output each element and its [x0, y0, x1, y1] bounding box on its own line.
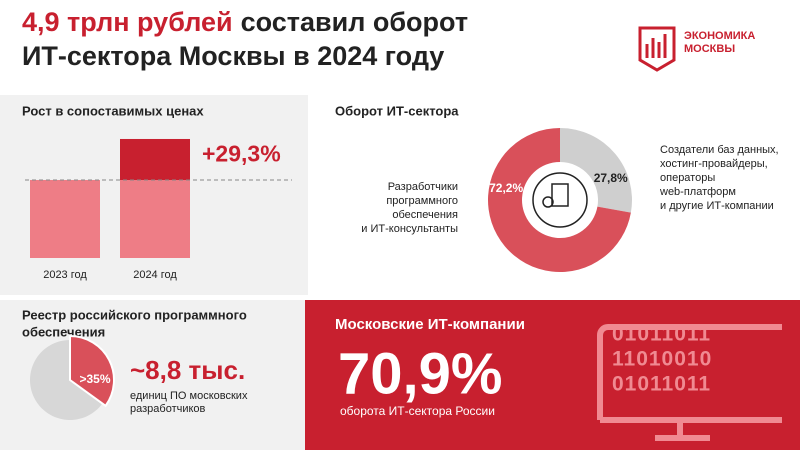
slice-name: и другие ИТ-компании [660, 200, 774, 212]
bar-base [30, 180, 100, 258]
logo-text: ЭКОНОМИКА [684, 30, 755, 42]
increase-label: +29,3% [202, 141, 281, 167]
logo-text: МОСКВЫ [684, 43, 735, 55]
slice-name: обеспечения [392, 209, 458, 221]
pie-rest [30, 340, 103, 420]
moscow-value: 70,9% [338, 341, 502, 406]
registry-count: ~8,8 тыс. [130, 355, 245, 385]
registry-note: единиц ПО московских [130, 390, 248, 402]
monitor-stand [600, 417, 782, 441]
registry-title: Реестр российского программного [22, 307, 247, 322]
monitor-frame [597, 324, 782, 420]
slice-name: хостинг-провайдеры, [660, 158, 768, 170]
title-line2: ИТ-сектора Москвы в 2024 году [22, 41, 444, 71]
turnover-title: Оборот ИТ-сектора [335, 103, 459, 118]
slice-name: программного [386, 195, 458, 207]
slice-label: 72,2% [489, 181, 523, 195]
slice-name: web-платформ [659, 186, 736, 198]
binary-text: 11010010 [612, 348, 712, 371]
growth-title: Рост в сопоставимых ценах [22, 103, 204, 118]
pie-label: >35% [79, 372, 110, 386]
bar-label: 2023 год [43, 269, 87, 281]
donut-slice [560, 128, 632, 213]
registry-note: разработчиков [130, 403, 206, 415]
person-icon [542, 196, 554, 208]
bar-increase [120, 138, 190, 180]
title: 4,9 трлн рублей составил оборот [22, 7, 468, 37]
slice-name: и ИТ-консультанты [361, 223, 458, 235]
bar-label: 2024 год [133, 269, 177, 281]
slice-name: операторы [660, 172, 715, 184]
monitor-icon [597, 324, 782, 441]
title-rest: составил оборот [241, 7, 468, 37]
moscow-title: Московские ИТ-компании [335, 316, 525, 333]
bar-base [120, 180, 190, 258]
registry-title: обеспечения [22, 324, 105, 339]
logo-icon [638, 26, 676, 72]
slice-name: Создатели баз данных, [660, 144, 779, 156]
pie-slice [69, 334, 115, 408]
logo: ЭКОНОМИКА МОСКВЫ [638, 26, 755, 72]
moscow-note: оборота ИТ-сектора России [340, 404, 495, 418]
logo-bars [645, 34, 667, 58]
donut-center [532, 172, 588, 228]
title-accent: 4,9 трлн рублей [22, 7, 233, 37]
server-icon [551, 183, 569, 207]
slice-label: 27,8% [594, 171, 628, 185]
slice-name: Разработчики [388, 181, 458, 193]
binary-text: 01011011 [612, 373, 711, 396]
binary-text: 01011011 [612, 323, 711, 346]
donut-slice [487, 128, 631, 272]
